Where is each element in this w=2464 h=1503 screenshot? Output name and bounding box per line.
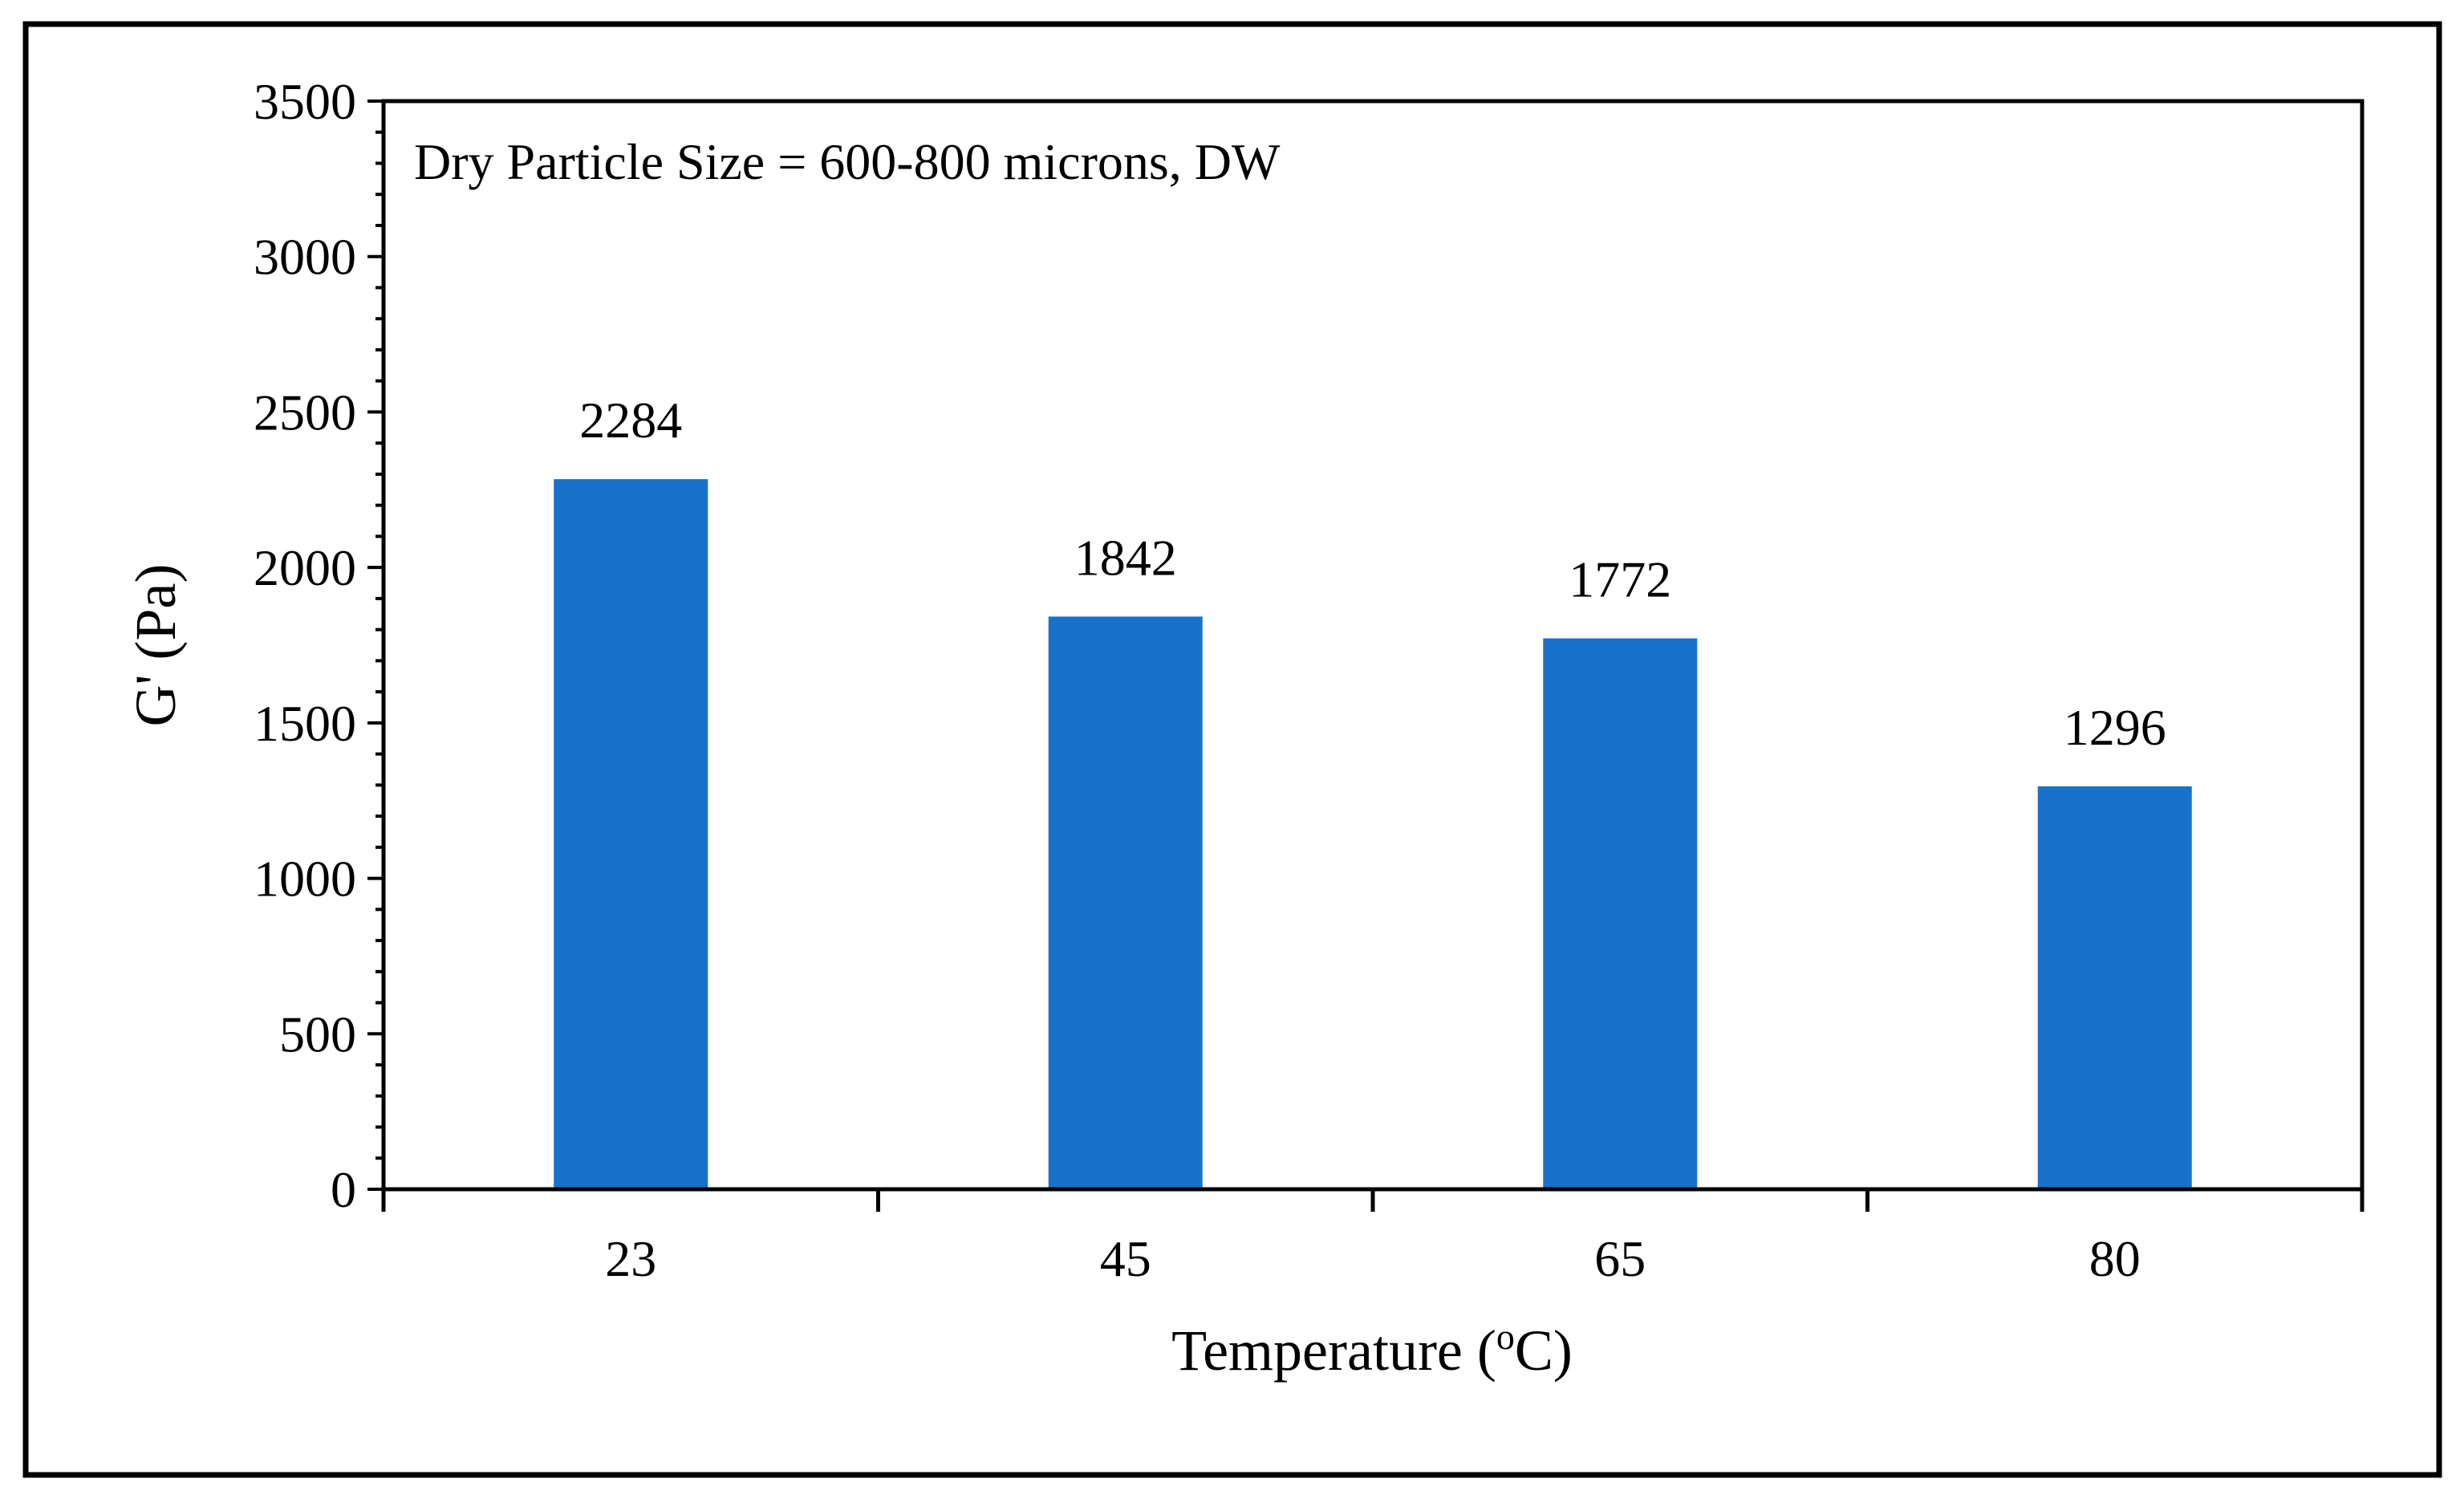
chart-annotation: Dry Particle Size = 600-800 microns, DW	[414, 133, 1281, 190]
x-tick-label-23: 23	[605, 1230, 656, 1287]
x-axis-title-unit: C)	[1515, 1318, 1573, 1383]
y-tick-label-500: 500	[279, 1005, 356, 1062]
bar-45	[1048, 616, 1203, 1189]
x-tick-label-45: 45	[1100, 1230, 1151, 1287]
x-axis-title-main: Temperature (	[1171, 1318, 1496, 1383]
y-tick-label-1000: 1000	[254, 851, 356, 908]
y-tick-label-2000: 2000	[254, 539, 356, 596]
bar-65	[1543, 638, 1698, 1189]
y-tick-label-1500: 1500	[254, 695, 356, 752]
bar-23	[554, 479, 708, 1189]
data-label-80: 1296	[2064, 699, 2166, 756]
data-label-45: 1842	[1074, 529, 1177, 586]
data-label-23: 2284	[579, 392, 682, 449]
y-tick-label-2500: 2500	[254, 384, 356, 441]
y-tick-label-3000: 3000	[254, 229, 356, 286]
x-axis: 23 45 65 80	[381, 1189, 2365, 1287]
x-axis-title: Temperature (oC)	[1171, 1316, 1573, 1383]
outer-frame	[22, 21, 2442, 1478]
y-tick-label-0: 0	[331, 1161, 356, 1218]
y-tick-label-3500: 3500	[254, 73, 356, 130]
y-axis-title: G' (Pa)	[124, 564, 188, 727]
bar-80	[2037, 786, 2192, 1189]
data-labels-layer: 2284 1842 1772 1296	[579, 392, 2166, 756]
x-axis-title-degree: o	[1496, 1316, 1515, 1357]
x-tick-label-65: 65	[1594, 1230, 1646, 1287]
bars-layer	[554, 479, 2192, 1189]
data-label-65: 1772	[1569, 550, 1671, 607]
y-axis: 0 500 1000 1500 2000 2500 3000 3500	[254, 73, 384, 1218]
x-tick-label-80: 80	[2089, 1230, 2141, 1287]
